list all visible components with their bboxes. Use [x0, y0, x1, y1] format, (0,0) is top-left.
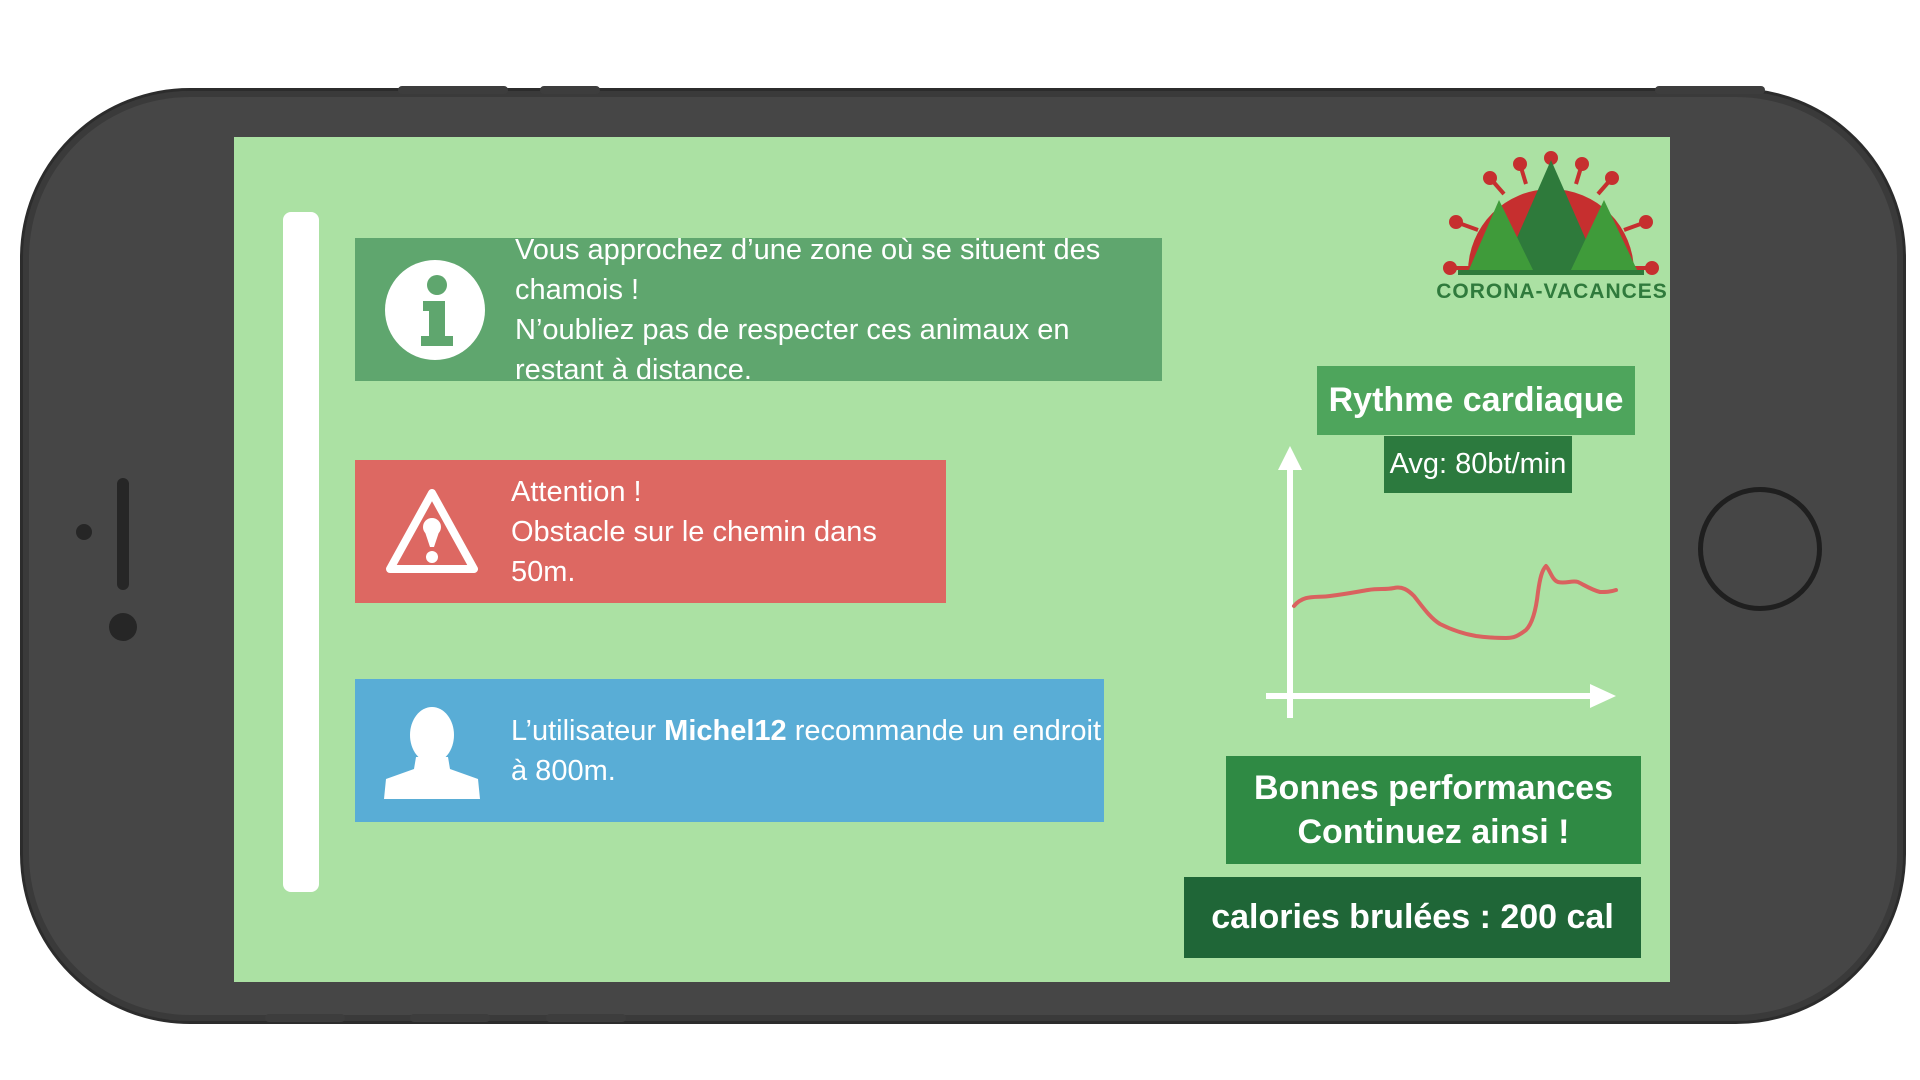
info-icon	[380, 255, 490, 365]
phone-side-button	[1655, 86, 1765, 94]
phone-side-button	[546, 1014, 626, 1022]
phone-side-button	[265, 1014, 345, 1022]
user-icon	[377, 696, 487, 806]
notification-user-text: L’utilisateur Michel12 recommande un end…	[511, 711, 1101, 791]
phone-sensor	[76, 524, 92, 540]
notification-scrollbar[interactable]	[283, 212, 319, 892]
notification-info-text: Vous approchez d’une zone où se situent …	[515, 233, 1101, 386]
corona-vacances-logo	[1442, 150, 1660, 310]
phone-side-button	[398, 86, 508, 94]
logo-label: CORONA-VACANCES	[1436, 280, 1668, 303]
heart-rate-line	[1292, 564, 1618, 640]
notification-info[interactable]: Vous approchez d’une zone où se situent …	[355, 234, 1162, 386]
notification-warning-text: Attention ! Obstacle sur le chemin dans …	[511, 475, 877, 588]
performance-line-2: Continuez ainsi !	[1297, 813, 1570, 851]
phone-camera	[109, 613, 137, 641]
performance-line-1: Bonnes performances	[1254, 769, 1613, 807]
notification-warning[interactable]: Attention ! Obstacle sur le chemin dans …	[355, 460, 946, 603]
x-axis-arrow	[1590, 684, 1616, 708]
calories-burned: calories brulées : 200 cal	[1184, 877, 1641, 958]
warning-icon	[377, 477, 487, 587]
phone-side-button	[540, 86, 600, 94]
heart-rate-chart	[1266, 446, 1618, 718]
notification-user-suffix: recommande un endroit à 800m.	[511, 714, 1101, 787]
y-axis-arrow	[1278, 446, 1302, 470]
phone-side-button	[410, 1014, 490, 1022]
notification-user-prefix: L’utilisateur	[511, 714, 665, 747]
notification-user[interactable]: L’utilisateur Michel12 recommande un end…	[355, 679, 1104, 822]
heart-rate-title: Rythme cardiaque	[1317, 366, 1635, 435]
username-link[interactable]: Michel12	[664, 714, 787, 747]
performance-message: Bonnes performances Continuez ainsi !	[1226, 756, 1641, 864]
heart-rate-average: Avg: 80bt/min	[1384, 436, 1572, 493]
home-button[interactable]	[1698, 487, 1822, 611]
phone-speaker	[117, 478, 129, 590]
